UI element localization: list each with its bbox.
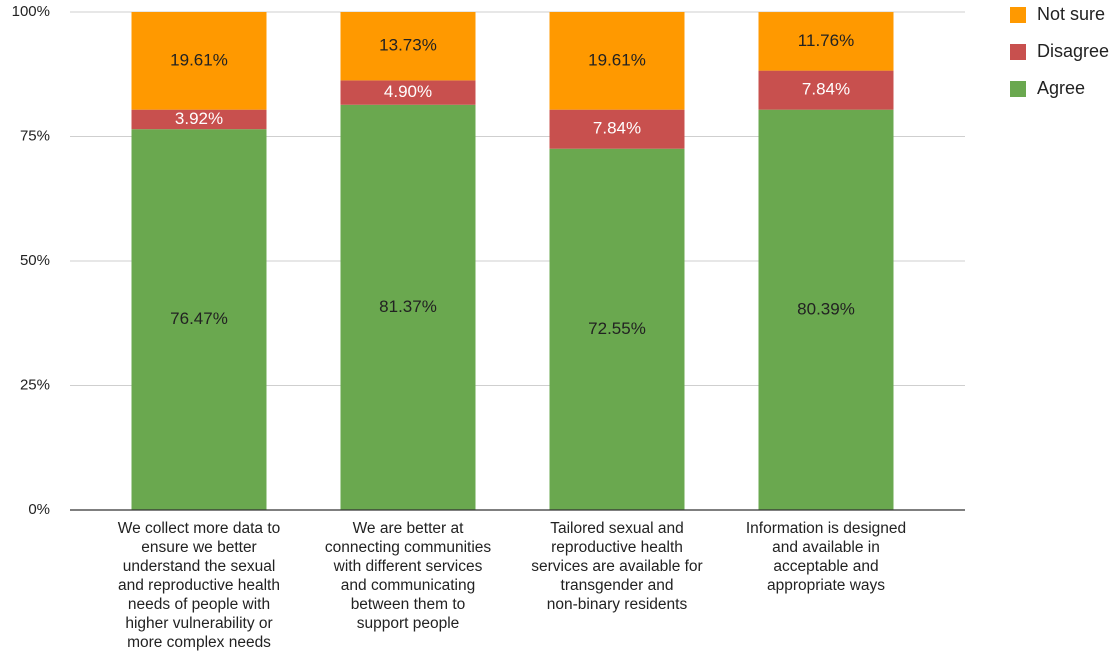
x-tick-label: Information is designed and available in a… xyxy=(746,520,906,594)
legend-swatch xyxy=(1010,7,1026,23)
data-label: 4.90% xyxy=(384,82,432,101)
legend-swatch xyxy=(1010,81,1026,97)
data-label: 7.84% xyxy=(802,80,850,99)
bar-segment xyxy=(758,12,894,71)
bar-segment xyxy=(131,109,267,130)
y-tick-label: 25% xyxy=(20,376,50,393)
data-label: 13.73% xyxy=(379,36,437,55)
legend-swatch xyxy=(1010,44,1026,60)
data-label: 76.47% xyxy=(170,309,228,328)
x-tick-label: We are better at connecting communities wi… xyxy=(325,520,492,632)
bar-segment xyxy=(340,104,476,510)
legend-label: Not sure xyxy=(1037,4,1105,24)
x-tick-label: Tailored sexual and reproductive health se… xyxy=(531,520,702,613)
bar-segment xyxy=(340,12,476,81)
data-label: 81.37% xyxy=(379,297,437,316)
legend-label: Disagree xyxy=(1037,41,1109,61)
data-label: 19.61% xyxy=(170,50,228,69)
data-label: 19.61% xyxy=(588,50,646,69)
bar-segment xyxy=(549,12,685,110)
data-label: 72.55% xyxy=(588,319,646,338)
y-tick-label: 75% xyxy=(20,127,50,144)
bar-segment xyxy=(758,109,894,510)
legend-label: Agree xyxy=(1037,78,1085,98)
y-tick-label: 50% xyxy=(20,252,50,269)
data-label: 80.39% xyxy=(797,299,855,318)
bar-segment xyxy=(758,70,894,110)
bar-segment xyxy=(340,80,476,105)
y-tick-label: 100% xyxy=(12,3,50,20)
bar-segment xyxy=(549,109,685,149)
x-tick-label: We collect more data to ensure we better u… xyxy=(118,520,281,651)
y-tick-label: 0% xyxy=(28,501,50,518)
bar-segment xyxy=(131,12,267,110)
data-label: 7.84% xyxy=(593,119,641,138)
bar-segment xyxy=(549,148,685,511)
data-label: 3.92% xyxy=(175,109,223,128)
bar-segment xyxy=(131,129,267,511)
data-label: 11.76% xyxy=(798,31,854,50)
